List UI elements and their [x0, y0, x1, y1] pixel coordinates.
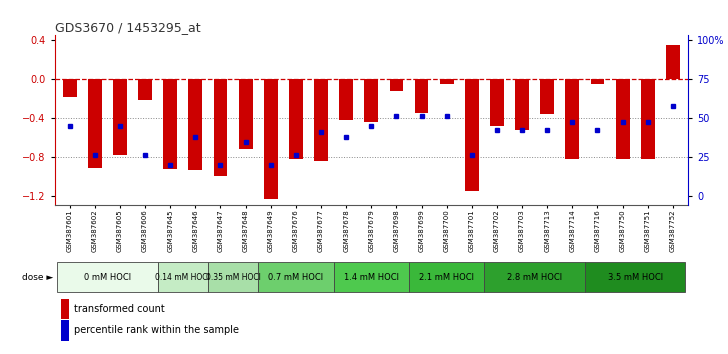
- Bar: [641, 79, 654, 159]
- Bar: [189, 79, 202, 170]
- Bar: [365, 79, 378, 122]
- Bar: [61, 320, 68, 341]
- Bar: [88, 79, 102, 169]
- Text: 0.35 mM HOCl: 0.35 mM HOCl: [205, 273, 261, 281]
- Text: percentile rank within the sample: percentile rank within the sample: [74, 325, 239, 336]
- Text: 0.7 mM HOCl: 0.7 mM HOCl: [269, 273, 323, 281]
- Text: dose ►: dose ►: [22, 273, 53, 281]
- Text: 2.8 mM HOCl: 2.8 mM HOCl: [507, 273, 562, 281]
- Bar: [258, 262, 333, 292]
- Bar: [289, 79, 303, 159]
- Bar: [163, 79, 177, 170]
- Bar: [590, 79, 604, 84]
- Bar: [585, 262, 686, 292]
- Bar: [465, 79, 479, 191]
- Bar: [490, 79, 504, 126]
- Bar: [566, 79, 579, 159]
- Bar: [666, 45, 680, 79]
- Text: GDS3670 / 1453295_at: GDS3670 / 1453295_at: [55, 21, 200, 34]
- Text: 1.4 mM HOCl: 1.4 mM HOCl: [344, 273, 399, 281]
- Bar: [63, 79, 76, 97]
- Bar: [484, 262, 585, 292]
- Text: 0.14 mM HOCl: 0.14 mM HOCl: [155, 273, 210, 281]
- Bar: [314, 79, 328, 161]
- Bar: [239, 79, 253, 149]
- Bar: [440, 79, 454, 84]
- Bar: [113, 79, 127, 155]
- Bar: [213, 79, 227, 176]
- Text: 3.5 mM HOCl: 3.5 mM HOCl: [608, 273, 662, 281]
- Text: 0 mM HOCl: 0 mM HOCl: [84, 273, 131, 281]
- Bar: [409, 262, 484, 292]
- Bar: [138, 79, 152, 101]
- Bar: [57, 262, 158, 292]
- Bar: [540, 79, 554, 114]
- Bar: [515, 79, 529, 130]
- Bar: [61, 299, 68, 319]
- Bar: [616, 79, 630, 159]
- Bar: [333, 262, 409, 292]
- Text: transformed count: transformed count: [74, 304, 165, 314]
- Bar: [264, 79, 277, 199]
- Text: 2.1 mM HOCl: 2.1 mM HOCl: [419, 273, 474, 281]
- Bar: [158, 262, 208, 292]
- Bar: [415, 79, 429, 113]
- Bar: [389, 79, 403, 91]
- Bar: [339, 79, 353, 120]
- Bar: [208, 262, 258, 292]
